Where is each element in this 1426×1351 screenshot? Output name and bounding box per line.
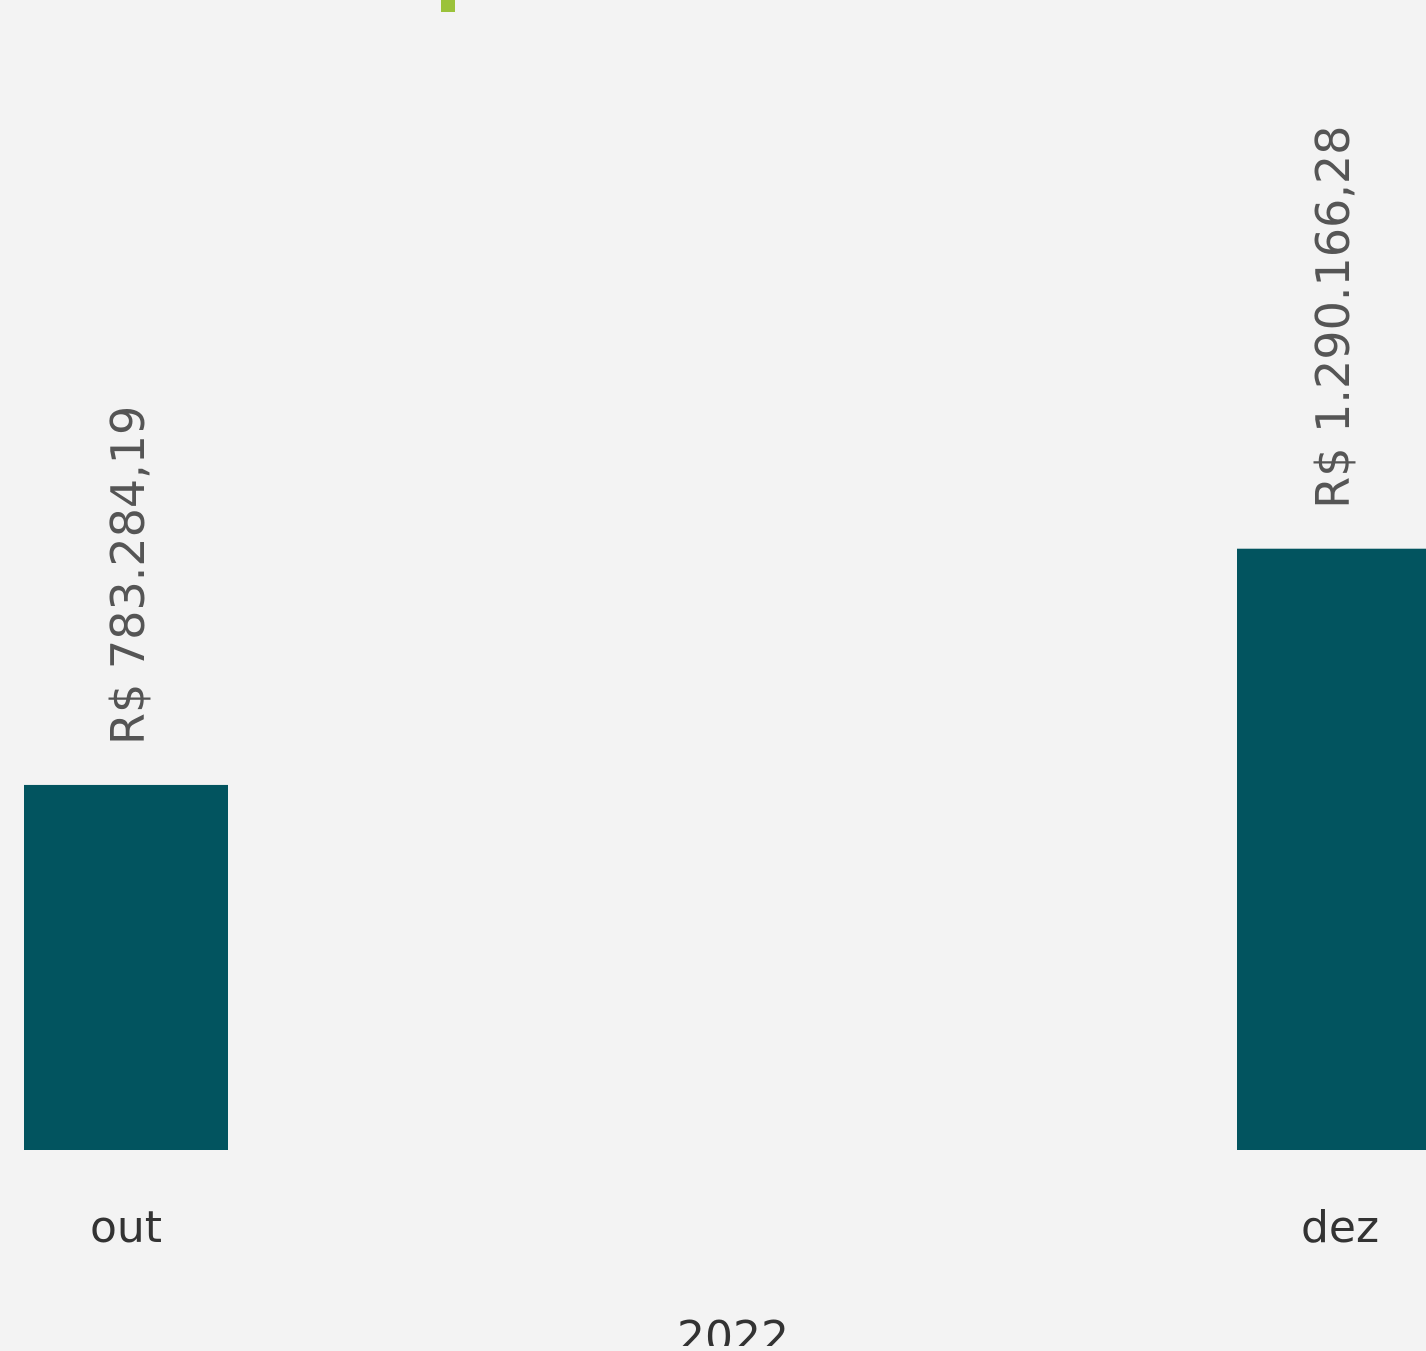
category-label-dez: dez	[1301, 1202, 1379, 1253]
bar-dez[interactable]	[1237, 548, 1426, 1150]
data-label-out: R$ 783.284,19	[101, 406, 155, 745]
data-labels-layer: R$ 783.284,19 R$ 1.290.166,28	[101, 126, 1360, 745]
x-axis-group-label: 2022	[677, 1312, 789, 1346]
bars-layer	[24, 548, 1426, 1150]
data-label-dez: R$ 1.290.166,28	[1306, 126, 1360, 509]
category-label-out: out	[90, 1202, 162, 1253]
bar-out[interactable]	[24, 784, 228, 1150]
category-ticks-layer: out dez	[90, 1202, 1379, 1253]
accent-marker	[441, 0, 455, 12]
